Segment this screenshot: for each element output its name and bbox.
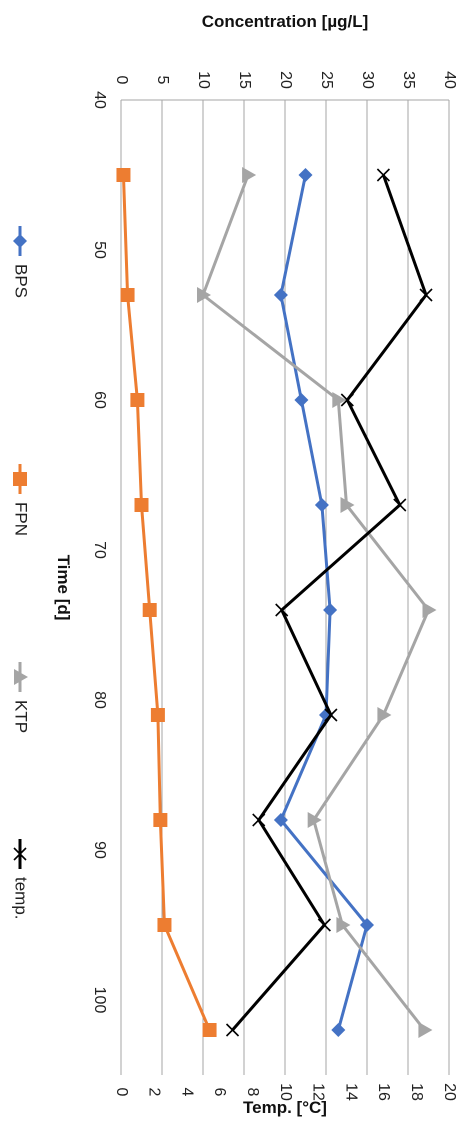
data-point-fpn — [120, 288, 135, 302]
time-tick-label: 40 — [91, 91, 108, 109]
data-point-temp — [393, 498, 407, 512]
data-point-bps — [273, 288, 288, 302]
legend-label-temp: temp. — [12, 877, 31, 920]
data-point-ktp — [377, 707, 392, 723]
data-point-fpn — [202, 1023, 217, 1037]
data-point-temp — [317, 918, 331, 932]
gridlines — [120, 99, 450, 1075]
time-tick-label: 70 — [91, 541, 108, 559]
data-point-fpn — [150, 708, 165, 722]
data-point-temp — [225, 1023, 240, 1037]
tick-labels: 0 5 10 15 20 25 30 35 40 40 50 60 70 80 90 100 0 2 4 6 8 10 12… — [91, 71, 458, 1101]
data-point-temp — [324, 708, 338, 722]
data-point-fpn — [153, 813, 168, 827]
temperature-axis-title: Temp. [°C] — [243, 1098, 327, 1117]
data-point-bps — [273, 813, 288, 827]
series-bps — [273, 168, 374, 1037]
temperature-tick-label: 18 — [408, 1083, 425, 1101]
time-axis-title: Time [d] — [54, 555, 73, 621]
temperature-tick-label: 6 — [211, 1088, 228, 1097]
data-point-temp — [340, 393, 354, 407]
data-point-ktp — [332, 392, 347, 408]
concentration-tick-label: 25 — [318, 71, 335, 89]
temperature-tick-label: 2 — [146, 1088, 163, 1097]
legend: BPS FPN KTP temp. — [12, 226, 31, 920]
concentration-tick-label: 35 — [400, 71, 417, 89]
temperature-tick-label: 16 — [375, 1083, 392, 1101]
data-point-temp — [252, 813, 266, 827]
data-point-ktp — [340, 497, 355, 513]
concentration-tick-label: 0 — [113, 76, 130, 85]
time-tick-label: 90 — [91, 841, 108, 859]
legend-item-fpn: FPN — [12, 464, 31, 536]
legend-label-ktp: KTP — [12, 700, 31, 733]
data-point-fpn — [157, 918, 172, 932]
legend-marker-ktp — [14, 669, 28, 685]
data-point-bps — [294, 393, 309, 407]
data-point-bps — [331, 1023, 346, 1037]
data-point-ktp — [422, 602, 437, 618]
legend-item-bps: BPS — [12, 226, 31, 298]
series-temp — [225, 168, 433, 1037]
time-tick-label: 60 — [91, 391, 108, 409]
legend-marker-fpn — [13, 472, 27, 486]
temperature-tick-label: 8 — [244, 1088, 261, 1097]
time-tick-label: 80 — [91, 691, 108, 709]
data-point-fpn — [134, 498, 149, 512]
legend-label-bps: BPS — [12, 264, 31, 298]
concentration-tick-label: 40 — [441, 71, 458, 89]
concentration-tick-label: 5 — [154, 76, 171, 85]
legend-item-temp: temp. — [12, 839, 31, 920]
data-point-bps — [360, 918, 374, 932]
data-point-ktp — [336, 917, 351, 933]
temperature-tick-label: 0 — [113, 1088, 130, 1097]
legend-item-ktp: KTP — [12, 662, 31, 733]
data-point-bps — [314, 498, 329, 512]
data-point-ktp — [197, 287, 211, 303]
concentration-axis-title: Concentration [µg/L] — [202, 12, 369, 31]
series-layer — [116, 167, 437, 1038]
concentration-tick-label: 15 — [236, 71, 253, 89]
temperature-tick-label: 4 — [178, 1088, 195, 1097]
time-tick-label: 50 — [91, 241, 108, 259]
data-point-fpn — [130, 393, 145, 407]
series-line-fpn — [121, 174, 211, 1031]
legend-marker-temp — [13, 847, 27, 861]
temperature-tick-label: 20 — [441, 1083, 458, 1101]
legend-marker-bps — [13, 234, 27, 248]
legend-label-fpn: FPN — [12, 502, 31, 536]
concentration-tick-label: 30 — [359, 71, 376, 89]
concentration-tick-label: 10 — [195, 71, 212, 89]
data-point-ktp — [242, 167, 257, 183]
data-point-ktp — [418, 1022, 433, 1038]
temperature-tick-label: 12 — [310, 1083, 327, 1101]
temperature-tick-label: 14 — [342, 1083, 359, 1101]
data-point-fpn — [116, 168, 131, 182]
time-tick-label: 100 — [91, 987, 108, 1014]
data-point-temp — [419, 288, 433, 302]
data-point-temp — [275, 603, 289, 617]
concentration-tick-label: 20 — [277, 71, 294, 89]
series-line-ktp — [201, 174, 430, 1031]
series-line-bps — [279, 174, 369, 1031]
data-point-fpn — [142, 603, 157, 617]
data-point-bps — [298, 168, 313, 182]
data-point-temp — [376, 168, 390, 182]
data-point-ktp — [307, 812, 322, 828]
temperature-tick-label: 10 — [277, 1083, 294, 1101]
series-fpn — [116, 168, 217, 1037]
series-ktp — [197, 167, 437, 1038]
data-point-bps — [323, 603, 338, 617]
